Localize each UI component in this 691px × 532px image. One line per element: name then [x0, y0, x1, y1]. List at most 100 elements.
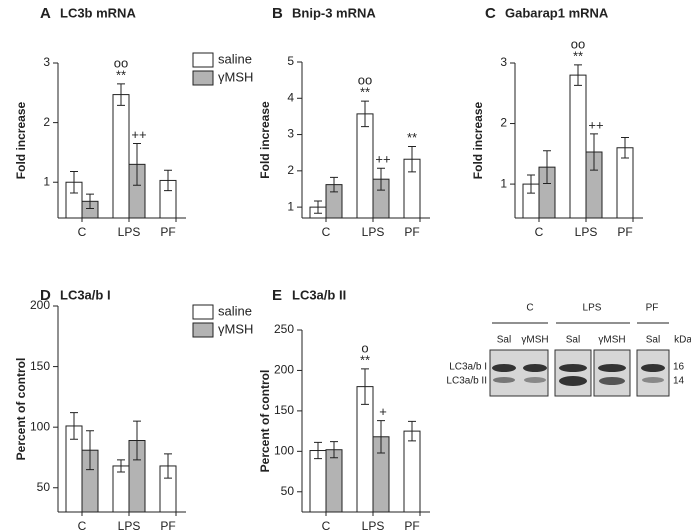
chart-title: LC3a/b II: [292, 287, 346, 302]
western-blot: C LPS PF Sal γMSH Sal γMSH Sal kDa LC3a/…: [446, 303, 691, 397]
bar: [309, 450, 327, 513]
y-tick-label: 50: [281, 484, 295, 498]
y-tick-label: 1: [500, 176, 507, 190]
error-bar: [314, 441, 322, 460]
y-tick-label: 2: [500, 116, 507, 130]
y-tick-label: 5: [287, 54, 294, 68]
blot-panel: [554, 349, 592, 397]
y-tick-label: 4: [287, 90, 294, 104]
x-tick-label: PF: [160, 519, 175, 532]
y-tick-label: 200: [30, 298, 50, 312]
chart-title: Gabarap1 mRNA: [505, 5, 609, 20]
blot-panel: [489, 349, 549, 397]
legend-label: saline: [218, 51, 252, 66]
y-tick-label: 3: [500, 55, 507, 69]
y-axis-label: Fold increase: [14, 102, 28, 180]
y-tick-label: 3: [287, 127, 294, 141]
blot-lane: γMSH: [598, 335, 625, 346]
y-axis-label: Fold increase: [258, 101, 272, 179]
y-tick-label: 3: [43, 55, 50, 69]
error-bar: [377, 420, 385, 454]
x-tick-label: C: [78, 519, 87, 532]
error-bar: [133, 142, 141, 186]
significance-mark: ++: [375, 152, 390, 167]
x-tick-label: LPS: [362, 519, 385, 532]
significance-mark: o: [361, 340, 368, 355]
bar: [112, 94, 130, 219]
panel-letter: D: [40, 287, 51, 304]
blot-band: [641, 364, 665, 372]
error-bar: [117, 83, 125, 106]
blot-lane: Sal: [646, 335, 660, 346]
blot-lane: γMSH: [521, 335, 548, 346]
significance-mark: **: [360, 352, 370, 367]
bar: [356, 113, 374, 219]
blot-group: LPS: [583, 303, 602, 314]
x-tick-label: PF: [404, 519, 419, 532]
x-tick-label: LPS: [575, 225, 598, 239]
blot-band: [599, 377, 625, 385]
y-tick-label: 2: [287, 163, 294, 177]
chart-title: LC3a/b I: [60, 287, 111, 302]
x-tick-label: PF: [160, 225, 175, 239]
blot-unit: kDa: [674, 335, 691, 346]
y-tick-label: 50: [37, 480, 51, 494]
error-bar: [164, 453, 172, 479]
x-tick-label: C: [535, 225, 544, 239]
blot-band: [559, 364, 587, 372]
chart-title: LC3b mRNA: [60, 5, 136, 20]
error-bar: [70, 412, 78, 440]
bar: [325, 449, 343, 513]
error-bar: [164, 169, 172, 192]
error-bar: [361, 100, 369, 128]
blot-band-label: LC3a/b II: [446, 376, 487, 387]
significance-mark: **: [407, 130, 417, 145]
panel-letter: A: [40, 5, 51, 22]
error-bar: [117, 459, 125, 473]
error-bar: [408, 420, 416, 442]
blot-band: [523, 364, 547, 372]
y-tick-label: 1: [43, 174, 50, 188]
blot-lane: Sal: [497, 335, 511, 346]
error-bar: [543, 150, 551, 184]
error-bar: [408, 146, 416, 173]
error-bar: [377, 167, 385, 191]
blot-size: 16: [673, 362, 685, 373]
legend-swatch: [192, 304, 214, 320]
y-tick-label: 150: [274, 403, 294, 417]
error-bar: [330, 441, 338, 459]
significance-mark: oo: [114, 55, 128, 70]
y-tick-label: 1: [287, 199, 294, 213]
blot-group: PF: [646, 303, 659, 314]
significance-mark: **: [116, 67, 126, 82]
x-tick-label: PF: [404, 225, 419, 239]
x-tick-label: C: [78, 225, 87, 239]
blot-band: [493, 377, 515, 383]
error-bar: [86, 430, 94, 471]
x-tick-label: PF: [617, 225, 632, 239]
significance-mark: **: [573, 48, 583, 63]
legend-swatch: [192, 70, 214, 86]
blot-band: [492, 364, 516, 372]
x-tick-label: LPS: [362, 225, 385, 239]
x-tick-label: LPS: [118, 225, 141, 239]
error-bar: [527, 174, 535, 194]
y-tick-label: 200: [274, 363, 294, 377]
chart-title: Bnip-3 mRNA: [292, 5, 376, 20]
error-bar: [314, 200, 322, 214]
blot-panel: [636, 349, 670, 397]
x-tick-label: C: [322, 225, 331, 239]
significance-mark: **: [360, 85, 370, 100]
bar: [569, 74, 587, 219]
blot-band: [598, 364, 626, 372]
y-axis-label: Percent of control: [14, 358, 28, 461]
panel-letter: B: [272, 5, 283, 22]
error-bar: [330, 176, 338, 193]
legend-label: γMSH: [218, 69, 253, 84]
x-tick-label: C: [322, 519, 331, 532]
bar: [403, 430, 421, 513]
legend-swatch: [192, 52, 214, 68]
error-bar: [574, 64, 582, 86]
x-tick-label: LPS: [118, 519, 141, 532]
blot-lane: Sal: [566, 335, 580, 346]
